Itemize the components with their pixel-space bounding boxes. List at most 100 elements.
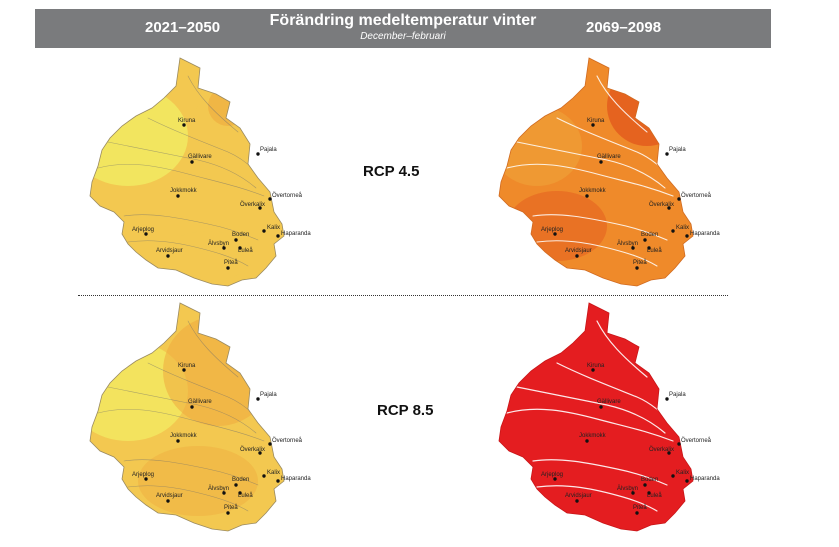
city-marker (262, 474, 266, 478)
county-border (89, 302, 285, 532)
temperature-zone (90, 86, 188, 186)
city-marker (238, 491, 242, 495)
city-marker (667, 206, 671, 210)
city-marker (677, 197, 681, 201)
city-label: Arvidsjaur (565, 248, 592, 254)
city-label: Jokkmokk (579, 433, 607, 439)
temperature-zone (507, 191, 607, 261)
city-marker (575, 254, 579, 258)
city-label: Boden (641, 232, 658, 238)
city-label: Överkalix (649, 446, 674, 453)
city-marker (268, 197, 272, 201)
county-map-svg: Kiruna Gällivare Pajala Jokkmokk Övertorneå Ö… (89, 302, 311, 532)
city-marker (575, 499, 579, 503)
city-label: Kalix (267, 225, 280, 231)
map-rcp85-2069-2098: Kiruna Gällivare Pajala Jokkmokk Övertorneå Ö… (497, 301, 720, 537)
river-line (187, 320, 239, 378)
river-line (123, 459, 259, 486)
map-rcp45-2021-2050: Kiruna Gällivare Pajala Jokkmokk Övertorneå Ö… (88, 56, 311, 292)
city-label: Luleå (238, 247, 253, 254)
city-label: Övertorneå (681, 437, 712, 444)
river-line (97, 163, 265, 197)
temperature-zone (163, 231, 253, 281)
city-marker (226, 266, 230, 270)
river-line (596, 320, 648, 378)
city-marker (685, 479, 689, 483)
map-rcp45-2069-2098: Kiruna Gällivare Pajala Jokkmokk Övertorneå Ö… (497, 56, 720, 292)
county-border (498, 57, 694, 287)
county-map-svg: Kiruna Gällivare Pajala Jokkmokk Övertorneå Ö… (89, 57, 311, 287)
city-marker (685, 234, 689, 238)
city-marker (262, 229, 266, 233)
river-line (97, 408, 265, 442)
city-label: Arvidsjaur (156, 493, 183, 499)
city-label: Pajala (669, 147, 686, 153)
city-label: Pajala (260, 392, 277, 398)
temperature-zone (208, 86, 248, 126)
city-label: Arjeplog (132, 472, 154, 478)
city-marker (631, 246, 635, 250)
city-marker (635, 511, 639, 515)
city-marker (553, 232, 557, 236)
city-label: Kiruna (178, 363, 196, 369)
river-line (123, 214, 259, 241)
city-marker (599, 405, 603, 409)
city-marker (643, 483, 647, 487)
river-line (107, 386, 257, 434)
city-label: Älvsbyn (617, 240, 638, 247)
city-marker (256, 152, 260, 156)
period-label-2069-2098: 2069–2098 (586, 19, 662, 36)
city-label: Piteå (633, 259, 647, 266)
river-line (187, 75, 239, 133)
city-label: Boden (232, 232, 249, 238)
city-label: Arjeplog (132, 227, 154, 233)
river-line (506, 408, 674, 442)
city-marker (234, 238, 238, 242)
city-label: Haparanda (690, 231, 720, 237)
city-marker (643, 238, 647, 242)
city-label: Luleå (647, 492, 662, 499)
city-label: Boden (232, 477, 249, 483)
city-marker (176, 194, 180, 198)
map-rcp85-2021-2050: Kiruna Gällivare Pajala Jokkmokk Övertorneå Ö… (88, 301, 311, 537)
city-marker (647, 491, 651, 495)
river-line (536, 485, 658, 512)
city-label: Jokkmokk (170, 433, 198, 439)
city-label: Överkalix (649, 201, 674, 208)
city-marker (647, 246, 651, 250)
chart-title: Förändring medeltemperatur vinter (269, 12, 537, 29)
temperature-zone (163, 316, 273, 426)
river-line (516, 141, 666, 189)
city-label: Jokkmokk (579, 188, 607, 194)
city-marker (144, 477, 148, 481)
city-marker (585, 439, 589, 443)
city-marker (631, 491, 635, 495)
city-marker (276, 234, 280, 238)
city-label: Pajala (669, 392, 686, 398)
city-label: Kalix (267, 470, 280, 476)
city-marker (226, 511, 230, 515)
city-marker (182, 368, 186, 372)
city-marker (671, 474, 675, 478)
city-label: Gällivare (188, 154, 212, 160)
city-marker (665, 152, 669, 156)
city-marker (190, 160, 194, 164)
city-label: Övertorneå (681, 192, 712, 199)
city-label: Kiruna (587, 118, 605, 124)
city-marker (256, 397, 260, 401)
city-marker (671, 229, 675, 233)
county-map-svg: Kiruna Gällivare Pajala Jokkmokk Övertorneå Ö… (498, 302, 720, 532)
city-marker (144, 232, 148, 236)
city-label: Arjeplog (541, 227, 563, 233)
city-label: Haparanda (690, 476, 720, 482)
county-map-svg: Kiruna Gällivare Pajala Jokkmokk Övertorneå Ö… (498, 57, 720, 287)
city-label: Kiruna (587, 363, 605, 369)
scenario-label-rcp85: RCP 8.5 (377, 402, 434, 419)
city-label: Luleå (238, 492, 253, 499)
city-label: Piteå (633, 504, 647, 511)
river-line (596, 75, 648, 133)
county-border (498, 302, 694, 532)
city-marker (665, 397, 669, 401)
city-marker (635, 266, 639, 270)
header-bar: 2021–2050 Förändring medeltemperatur vin… (35, 9, 771, 48)
